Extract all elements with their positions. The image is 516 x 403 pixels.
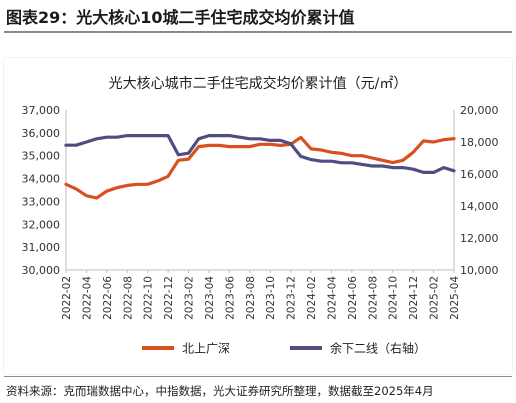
line-chart: 光大核心城市二手住宅成交均价累计值（元/㎡） 30,000 31,000 32,00… bbox=[22, 75, 499, 356]
x-tick-label: 2023-08 bbox=[245, 276, 257, 320]
y-right-tick-label: 14,000 bbox=[460, 200, 499, 213]
legend-label: 余下二线（右轴） bbox=[330, 341, 426, 356]
x-tick-label: 2022-08 bbox=[122, 276, 134, 320]
y-left-tick-label: 36,000 bbox=[22, 127, 61, 140]
y-left-tick-label: 37,000 bbox=[22, 104, 61, 117]
x-tick-label: 2022-06 bbox=[102, 276, 114, 320]
x-tick-label: 2024-08 bbox=[367, 276, 379, 320]
axes: 30,000 31,000 32,000 33,000 34,000 35,000 36,0… bbox=[22, 104, 499, 320]
x-tick-label: 2025-02 bbox=[429, 276, 441, 320]
y-left-tick-label: 35,000 bbox=[22, 150, 61, 163]
y-right-tick-label: 18,000 bbox=[460, 136, 499, 149]
x-tick-label: 2025-04 bbox=[449, 276, 461, 320]
x-tick-label: 2024-12 bbox=[408, 276, 420, 320]
x-tick-label: 2023-04 bbox=[204, 276, 216, 320]
legend-label: 北上广深 bbox=[182, 342, 230, 356]
x-tick-label: 2024-06 bbox=[347, 276, 359, 320]
x-tick-label: 2023-02 bbox=[184, 276, 196, 320]
y-right-tick-label: 12,000 bbox=[460, 232, 499, 245]
bottom-divider bbox=[4, 376, 512, 377]
x-tick-label: 2022-04 bbox=[81, 276, 93, 320]
source-note: 资料来源：克而瑞数据中心，中指数据，光大证券研究所整理，数据截至2025年4月 bbox=[6, 384, 434, 398]
x-tick-label: 2022-12 bbox=[163, 276, 175, 320]
x-tick-label: 2024-10 bbox=[388, 276, 400, 320]
y-left-tick-label: 31,000 bbox=[22, 241, 61, 254]
y-right-tick-label: 20,000 bbox=[460, 104, 499, 117]
x-tick-label: 2022-02 bbox=[61, 276, 73, 320]
x-tick-label: 2023-06 bbox=[224, 276, 236, 320]
y-right-tick-label: 16,000 bbox=[460, 168, 499, 181]
x-tick-label: 2023-12 bbox=[286, 276, 298, 320]
chart-title: 光大核心城市二手住宅成交均价累计值（元/㎡） bbox=[109, 75, 408, 92]
series-line-tier1 bbox=[64, 135, 456, 200]
x-tick-label: 2024-02 bbox=[306, 276, 318, 320]
y-left-tick-label: 34,000 bbox=[22, 173, 61, 186]
series-line-tier2 bbox=[64, 133, 456, 175]
series-layer bbox=[64, 133, 456, 200]
x-tick-label: 2023-10 bbox=[265, 276, 277, 320]
y-right-tick-label: 10,000 bbox=[460, 264, 499, 277]
y-left-tick-label: 30,000 bbox=[22, 264, 61, 277]
y-left-tick-label: 32,000 bbox=[22, 218, 61, 231]
chart-panel: 光大核心城市二手住宅成交均价累计值（元/㎡） 30,000 31,000 32,00… bbox=[4, 58, 512, 374]
x-tick-label: 2024-04 bbox=[326, 276, 338, 320]
legend: 北上广深 余下二线（右轴） bbox=[142, 341, 426, 356]
top-divider bbox=[4, 31, 512, 33]
figure-title: 图表29：光大核心10城二手住宅成交均价累计值 bbox=[6, 8, 355, 27]
x-tick-label: 2022-10 bbox=[143, 276, 155, 320]
y-left-tick-label: 33,000 bbox=[22, 195, 61, 208]
